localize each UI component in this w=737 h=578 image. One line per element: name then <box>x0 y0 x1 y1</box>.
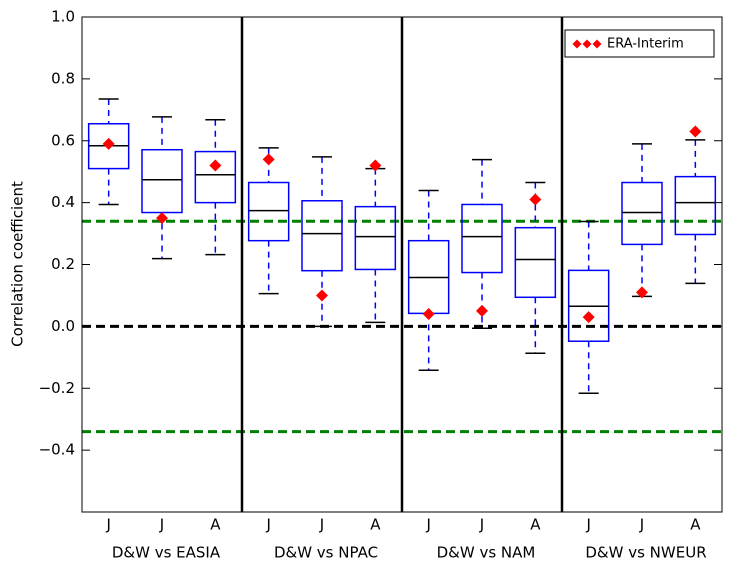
group-label: D&W vs EASIA <box>112 544 221 562</box>
x-tick-label: A <box>690 516 701 534</box>
x-tick-label: A <box>370 516 381 534</box>
x-tick-label: A <box>210 516 221 534</box>
y-tick-label: −0.4 <box>39 441 75 459</box>
era-marker <box>529 193 542 206</box>
y-tick-label: 0.2 <box>51 255 75 273</box>
x-tick-label: J <box>105 516 110 534</box>
era-marker <box>156 212 168 225</box>
legend-marker <box>582 39 592 49</box>
legend-marker <box>592 39 602 49</box>
x-tick-label: J <box>265 516 270 534</box>
y-tick-label: 0.6 <box>51 131 75 149</box>
y-tick-label: 1.0 <box>51 8 75 26</box>
box <box>301 200 343 272</box>
group-label: D&W vs NPAC <box>274 544 378 562</box>
x-tick-label: J <box>319 516 324 534</box>
era-marker <box>102 137 115 150</box>
era-marker <box>316 289 328 302</box>
x-tick-label: J <box>639 516 644 534</box>
plot-frame <box>81 16 723 513</box>
x-tick-label: J <box>159 516 164 534</box>
era-marker <box>636 286 648 299</box>
box <box>247 181 290 242</box>
x-tick-label: J <box>479 516 484 534</box>
era-marker <box>689 125 702 138</box>
x-tick-label: J <box>585 516 590 534</box>
era-marker <box>582 311 595 324</box>
era-marker <box>262 153 275 166</box>
y-axis-label: Correlation coefficient <box>9 181 27 347</box>
x-tick-label: A <box>530 516 541 534</box>
box <box>621 181 663 246</box>
x-tick-label: J <box>425 516 430 534</box>
box <box>354 205 397 271</box>
box <box>461 203 503 274</box>
legend-label: ERA-Interim <box>607 37 684 52</box>
y-tick-label: 0.0 <box>51 317 75 335</box>
era-marker <box>209 159 222 172</box>
era-marker <box>476 304 488 317</box>
group-label: D&W vs NWEUR <box>585 544 706 562</box>
box <box>194 150 237 204</box>
group-label: D&W vs NAM <box>437 544 536 562</box>
y-tick-label: 0.8 <box>51 69 75 87</box>
y-tick-label: 0.4 <box>51 193 75 211</box>
box <box>514 226 557 299</box>
y-tick-label: −0.2 <box>39 379 75 397</box>
era-marker <box>369 159 382 172</box>
legend-marker <box>572 39 582 49</box>
box <box>674 175 717 236</box>
box <box>141 148 183 214</box>
era-marker <box>422 308 435 320</box>
